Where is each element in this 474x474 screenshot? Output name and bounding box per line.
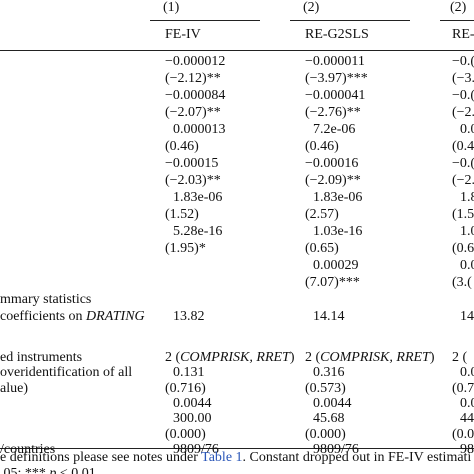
cell: −0.00015 — [165, 156, 219, 171]
cell: 0.0 — [460, 395, 474, 411]
cell: (7.07)*** — [305, 275, 360, 290]
cell: 9809/76 — [173, 441, 219, 457]
cell: 2 (COMPRISK, RRET) — [165, 350, 295, 366]
header-rule — [440, 20, 474, 21]
cell: 0.0 — [460, 365, 474, 381]
header-rule — [150, 20, 260, 21]
text-part: . Constant dropped out in FE-IV estimati — [242, 450, 472, 465]
text-part[interactable]: Table 1 — [201, 450, 243, 465]
cell: −0.000084 — [165, 88, 226, 103]
cell: (0.000) — [165, 426, 206, 442]
footnote: e definitions please see notes under Tab… — [0, 450, 471, 466]
cell: 1.0 — [460, 224, 474, 239]
cell: −0.( — [452, 156, 474, 171]
cell: (0.65) — [305, 241, 339, 256]
row-label: mmary statistics — [0, 292, 92, 307]
cell: (1.52) — [165, 207, 199, 222]
cell: 300.00 — [173, 411, 212, 427]
cell: −0.000011 — [305, 54, 365, 69]
cell: 1.83e-06 — [313, 190, 363, 205]
column-name: RE-G2SLS — [305, 27, 369, 42]
cell: (−2.12)** — [165, 71, 221, 86]
row-label: overidentification of all — [0, 365, 133, 381]
cell: (3.( — [452, 275, 472, 290]
column-number: (1) — [163, 0, 180, 15]
cell: (−2.09)** — [305, 173, 361, 188]
footnote: .05; *** p < 0.01. — [0, 466, 99, 474]
text-part: 2 ( — [165, 350, 181, 365]
cell: 44. — [460, 411, 474, 427]
cell: (0.46) — [305, 139, 339, 154]
text-part: .05; *** — [0, 466, 50, 474]
cell: (1.95)* — [165, 241, 206, 256]
cell: (0.46) — [165, 139, 199, 154]
cell: 0.131 — [173, 365, 205, 381]
cell: (0.7 — [452, 380, 474, 396]
text-part: e definitions please see notes under — [0, 450, 202, 465]
column-name: FE-IV — [165, 27, 201, 42]
cell: 0.0 — [460, 122, 474, 137]
cell: 0.000013 — [173, 122, 226, 137]
cell: 14.14 — [313, 309, 345, 324]
cell: 13.82 — [173, 309, 205, 324]
row-label: ed instruments — [0, 350, 83, 365]
cell: (−2.76)** — [305, 105, 361, 120]
column-number: (2) — [303, 0, 320, 15]
cell: 2 (COMPRISK, RRET) — [305, 350, 435, 366]
text-part: coefficients on — [0, 309, 87, 324]
cell: 5.28e-16 — [173, 224, 223, 239]
cell: (−3. — [452, 71, 474, 86]
cell: −0.000012 — [165, 54, 226, 69]
cell: 7.2e-06 — [313, 122, 356, 137]
cell: (−3.97)*** — [305, 71, 368, 86]
cell: (0.6 — [452, 241, 474, 256]
cell: (0.573) — [305, 380, 346, 396]
text-part: p — [49, 466, 57, 474]
cell: 0.0044 — [313, 395, 352, 411]
cell: 0.00029 — [313, 258, 359, 273]
text-part: 2 ( — [305, 350, 321, 365]
cell: −0.( — [452, 54, 474, 69]
cell: 1.03e-16 — [313, 224, 363, 239]
text-part: ) — [429, 350, 435, 365]
cell: (1.5 — [452, 207, 474, 222]
cell: (0.4 — [452, 139, 474, 154]
cell: −0.( — [452, 88, 474, 103]
text-part: COMPRISK, RRET — [320, 350, 430, 365]
cell: 1.8 — [460, 190, 474, 205]
text-part: COMPRISK, RRET — [180, 350, 290, 365]
text-part: < 0.01. — [56, 466, 100, 474]
header-rule — [290, 20, 410, 21]
cell: 980 — [460, 441, 474, 457]
cell: 14. — [460, 309, 474, 324]
cell: (0.716) — [165, 380, 206, 396]
table-rule — [0, 50, 474, 51]
row-label: coefficients on DRATING — [0, 309, 145, 325]
cell: (−2.03)** — [165, 173, 221, 188]
cell: 0.316 — [313, 365, 345, 381]
cell: (0.000) — [305, 426, 346, 442]
cell: 45.68 — [313, 411, 345, 427]
column-number: (2) — [450, 0, 467, 15]
cell: 2 ( — [452, 350, 468, 365]
cell: (−2.07)** — [165, 105, 221, 120]
text-part: DRATING — [86, 309, 145, 324]
cell: (−2. — [452, 105, 474, 120]
cell: 0.0044 — [173, 395, 212, 411]
cell: 9809/76 — [313, 441, 359, 457]
cell: −0.000041 — [305, 88, 366, 103]
cell: 0.0 — [460, 258, 474, 273]
cell: (0.0 — [452, 426, 474, 442]
table-rule — [0, 448, 474, 449]
text-part: ) — [289, 350, 295, 365]
cell: 1.83e-06 — [173, 190, 223, 205]
row-label: alue) — [0, 380, 28, 396]
cell: −0.00016 — [305, 156, 359, 171]
cell: (2.57) — [305, 207, 339, 222]
column-name: RE- — [452, 27, 474, 42]
row-label: /countries — [0, 441, 56, 457]
cell: (−2. — [452, 173, 474, 188]
